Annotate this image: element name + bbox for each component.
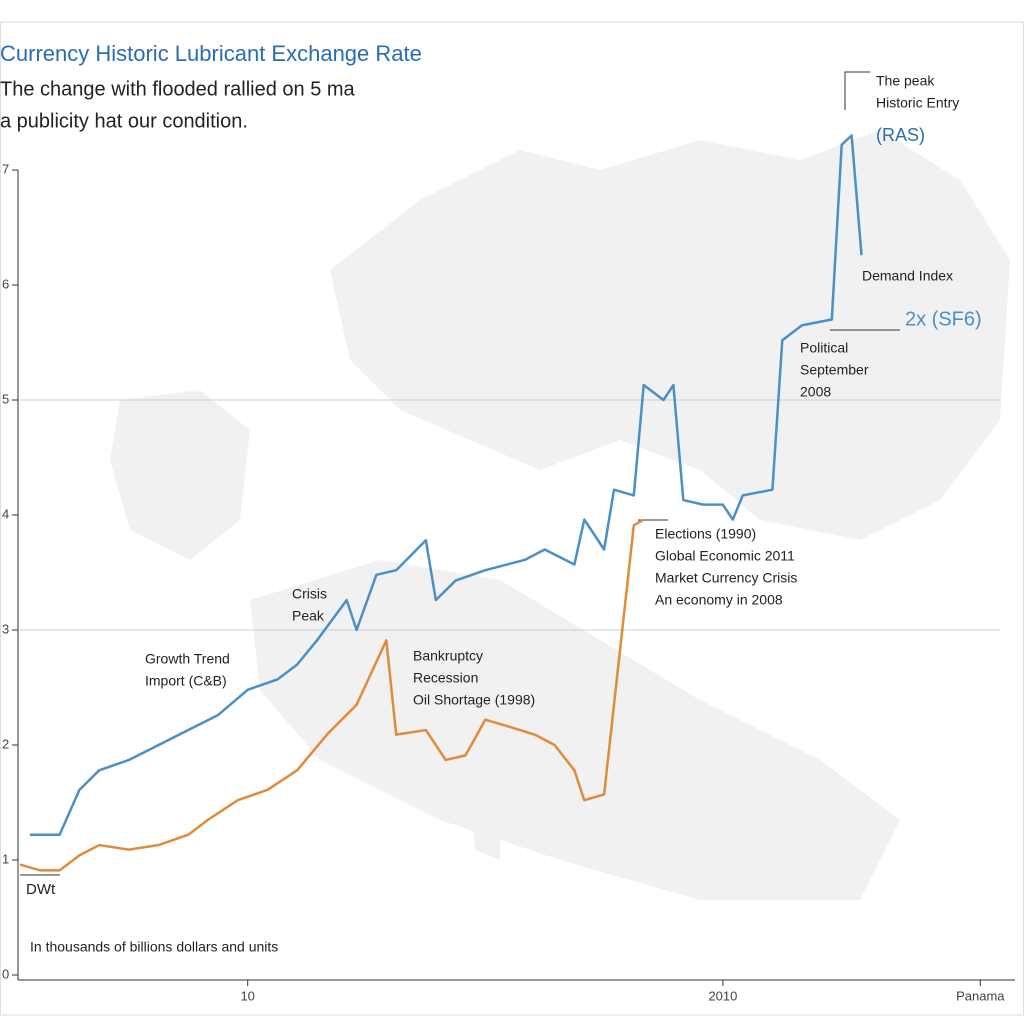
annotation: The peak	[876, 73, 935, 89]
y-tick-label: 1	[2, 851, 9, 866]
annotation: Historic Entry	[876, 95, 959, 111]
x-tick-label: Panama	[956, 988, 1005, 1003]
series-label: DWt	[26, 881, 56, 898]
y-tick-label: 7	[2, 161, 9, 176]
annotation: Bankruptcy	[413, 648, 483, 664]
y-tick-label: 5	[2, 391, 9, 406]
annotation: Elections (1990)	[655, 526, 756, 542]
annotation: Market Currency Crisis	[655, 570, 797, 586]
y-tick-label: 3	[2, 621, 9, 636]
annotation: Recession	[413, 670, 478, 686]
annotation: Global Economic 2011	[655, 548, 795, 564]
x-tick-label: 10	[240, 988, 254, 1003]
annotation: (RAS)	[876, 125, 925, 145]
chart-title: Currency Historic Lubricant Exchange Rat…	[0, 41, 422, 66]
annotation: Demand Index	[862, 268, 953, 284]
annotation: Import (C&B)	[145, 673, 227, 689]
map-background	[110, 130, 1010, 900]
annotation: An economy in 2008	[655, 592, 783, 608]
annotation: Growth Trend	[145, 651, 230, 667]
note: In thousands of billions dollars and uni…	[30, 939, 278, 955]
subtitle: a publicity hat our condition.	[0, 110, 248, 132]
y-tick-label: 2	[2, 736, 9, 751]
annotation: Political	[800, 340, 848, 356]
annotation: Oil Shortage (1998)	[413, 692, 535, 708]
subtitle: The change with flooded rallied on 5 ma	[0, 78, 356, 100]
series-label: 2x (SF6)	[905, 308, 982, 330]
y-tick-label: 6	[2, 276, 9, 291]
annotation: Crisis	[292, 586, 327, 602]
annotation: 2008	[800, 384, 831, 400]
series-line	[19, 518, 645, 872]
series-line	[29, 134, 863, 836]
annotation: September	[800, 362, 869, 378]
x-tick-label: 2010	[708, 988, 737, 1003]
annotation: Peak	[292, 608, 325, 624]
y-tick-label: 0	[2, 966, 9, 981]
y-tick-label: 4	[2, 506, 9, 521]
